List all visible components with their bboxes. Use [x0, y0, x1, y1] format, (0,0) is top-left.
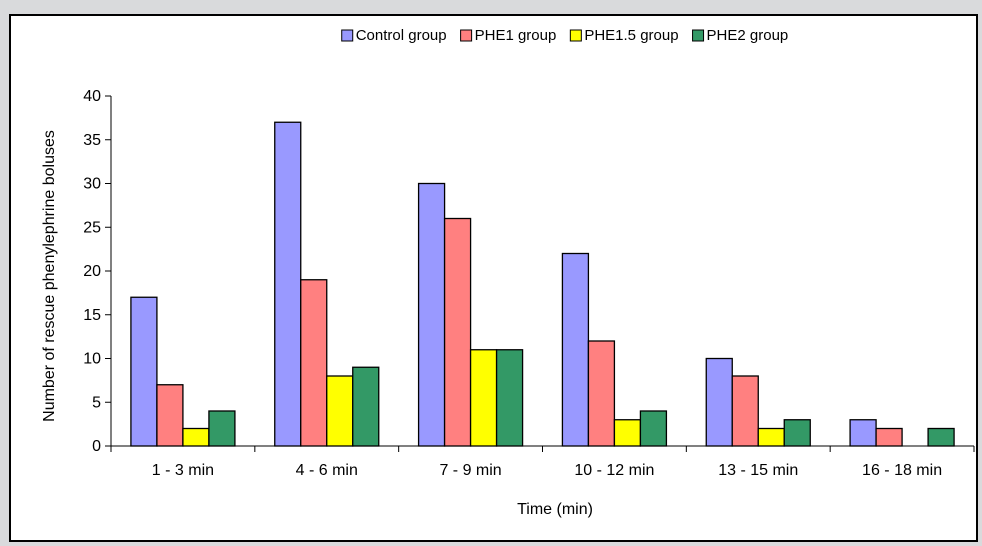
- y-tick-label: 30: [83, 176, 101, 193]
- bar: [587, 340, 616, 447]
- legend-label: Control group: [356, 27, 447, 44]
- legend-swatch: [569, 29, 582, 42]
- y-tick-label: 40: [83, 88, 101, 105]
- bars: [130, 121, 955, 447]
- bar: [208, 410, 236, 447]
- legend-swatch: [460, 29, 473, 42]
- x-axis: 1 - 3 min 4 - 6 min 7 - 9 min 10 - 12 min 13…: [110, 445, 975, 479]
- legend-label: PHE2 group: [707, 27, 789, 44]
- y-tick-label: 35: [83, 132, 101, 149]
- bar: [561, 252, 590, 447]
- x-category-label: 16 - 18 min: [862, 462, 942, 479]
- bar: [783, 419, 811, 447]
- legend-swatch: [341, 29, 354, 42]
- legend: Control group PHE1 group PHE1.5 group PHE2 …: [341, 27, 789, 44]
- legend-label: PHE1 group: [475, 27, 557, 44]
- y-tick-label: 0: [92, 438, 101, 455]
- chart-frame: Control group PHE1 group PHE1.5 group PHE2 …: [9, 14, 978, 542]
- x-category-label: 4 - 6 min: [296, 462, 358, 479]
- bar: [469, 349, 498, 447]
- bar: [417, 182, 446, 447]
- y-tick-label: 25: [83, 219, 101, 236]
- bar: [613, 419, 642, 447]
- bar: [130, 296, 158, 447]
- bar: [495, 349, 524, 447]
- y-tick-label: 15: [83, 307, 101, 324]
- y-tick-label: 10: [83, 351, 101, 368]
- legend-swatch: [692, 29, 705, 42]
- bar: [274, 121, 302, 447]
- bar: [352, 366, 380, 447]
- x-axis-title: Time (min): [517, 501, 593, 518]
- bar: [705, 357, 733, 447]
- bar: [639, 410, 668, 447]
- bar: [849, 419, 877, 447]
- bar: [875, 427, 903, 447]
- bar: [731, 375, 759, 447]
- bar: [182, 427, 210, 447]
- bar: [156, 384, 184, 447]
- bar: [326, 375, 354, 447]
- x-category-label: 13 - 15 min: [718, 462, 798, 479]
- bar: [757, 427, 785, 447]
- x-category-label: 1 - 3 min: [152, 462, 214, 479]
- bar: [443, 217, 472, 447]
- x-category-label: 10 - 12 min: [574, 462, 654, 479]
- bar-chart: Control group PHE1 group PHE1.5 group PHE2 …: [41, 27, 975, 518]
- y-tick-label: 20: [83, 263, 101, 280]
- bar: [300, 279, 328, 447]
- y-tick-label: 5: [92, 394, 101, 411]
- legend-label: PHE1.5 group: [584, 27, 678, 44]
- y-axis-title: Number of rescue phenylephrine boluses: [41, 130, 58, 422]
- y-axis: 0 5 10 15 20 25 30 35 40: [83, 88, 112, 455]
- bar: [927, 427, 955, 447]
- x-category-label: 7 - 9 min: [439, 462, 501, 479]
